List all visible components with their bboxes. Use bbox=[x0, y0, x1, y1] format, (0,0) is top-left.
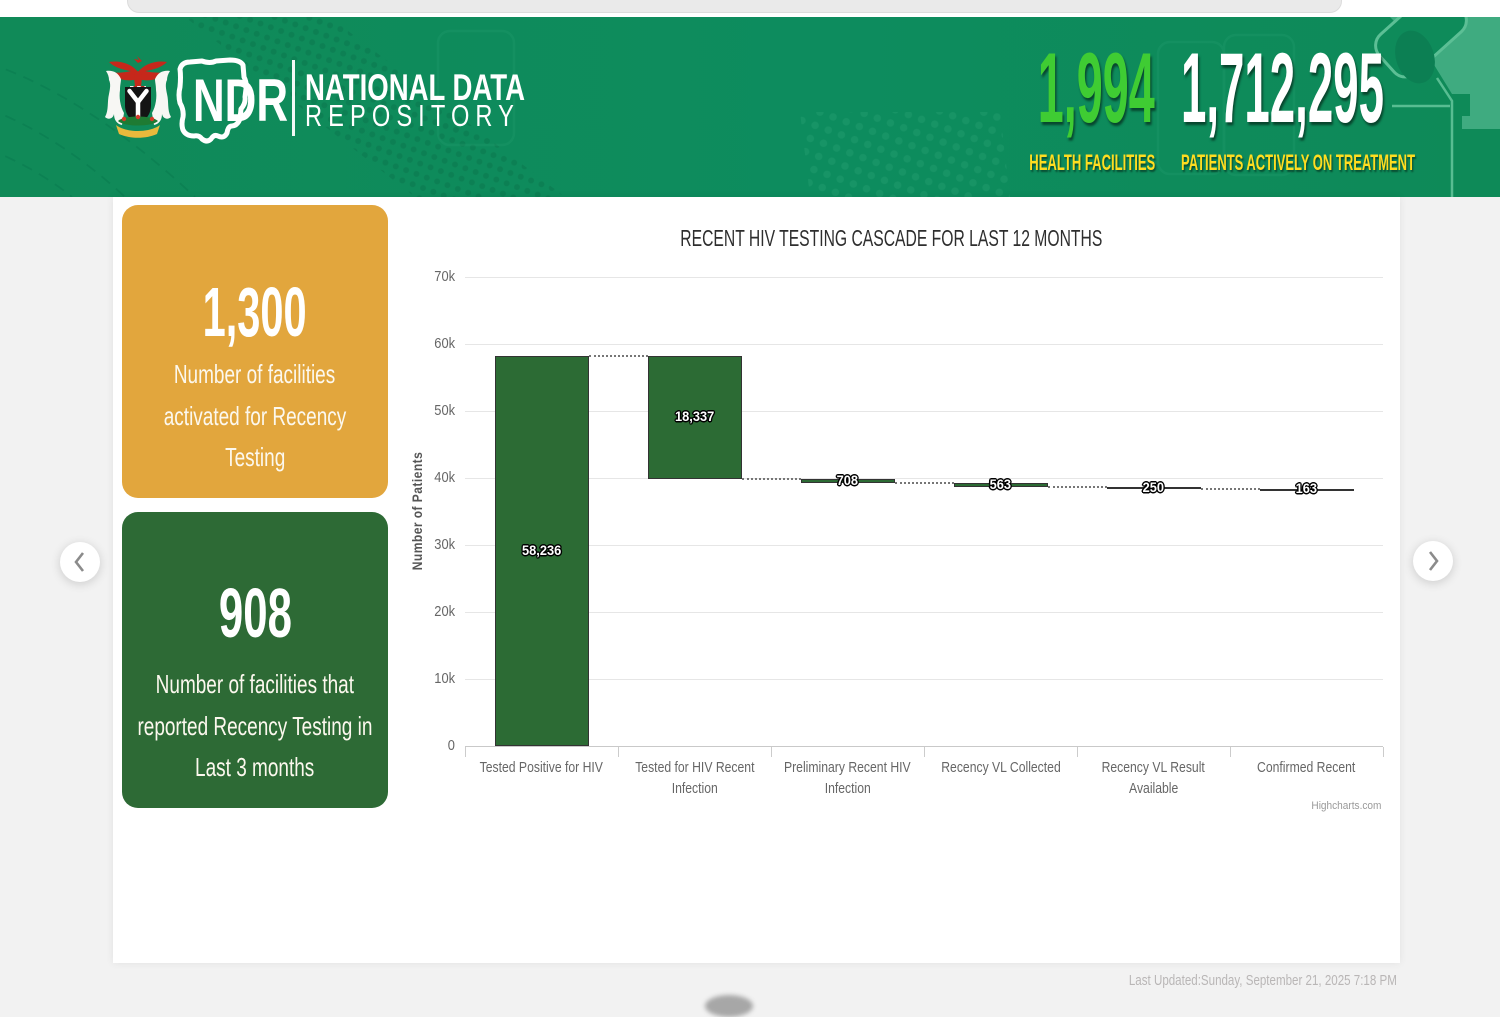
waterfall-bar bbox=[1106, 487, 1201, 490]
yaxis-tick-label: 60k bbox=[434, 336, 455, 352]
waterfall-bar bbox=[953, 483, 1048, 488]
grid-line bbox=[465, 678, 1383, 680]
grid-line bbox=[465, 544, 1383, 546]
waterfall-connector bbox=[1200, 487, 1260, 490]
yaxis-tick-label: 20k bbox=[434, 604, 455, 620]
grid-line bbox=[465, 343, 1383, 345]
summary-card-text: Number of facilities that reported Recenc… bbox=[137, 669, 373, 782]
waterfall-bar bbox=[647, 355, 742, 479]
grid-line bbox=[465, 477, 1383, 479]
yaxis-tick-label: 40k bbox=[434, 470, 455, 486]
chart-title-text: RECENT HIV TESTING CASCADE FOR LAST 12 M… bbox=[680, 225, 1103, 251]
credits-text: Highcharts.com bbox=[1311, 800, 1381, 812]
header-stat-label-text: HEALTH FACILITIES bbox=[1029, 149, 1155, 175]
highcharts-credits[interactable]: Highcharts.com bbox=[1181, 800, 1381, 812]
ndr-logo-text: NDR bbox=[193, 71, 393, 131]
waterfall-bar bbox=[1259, 488, 1354, 491]
chart-title: RECENT HIV TESTING CASCADE FOR LAST 12 M… bbox=[582, 225, 1182, 251]
summary-card-value: 1,300 bbox=[202, 273, 307, 351]
waterfall-bar bbox=[800, 478, 895, 484]
chevron-right-icon bbox=[1428, 551, 1439, 571]
header-stat-value-text: 1,994 bbox=[1038, 32, 1155, 143]
waterfall-connector bbox=[741, 477, 801, 480]
brand-line1-text: NATIONAL DATA bbox=[305, 67, 525, 108]
xaxis-category-label: Confirmed Recent bbox=[1257, 760, 1356, 776]
header-stat-value: 1,712,295 bbox=[1181, 38, 1500, 137]
waterfall-connector bbox=[1047, 486, 1107, 489]
header-stat-value-text: 1,712,295 bbox=[1181, 32, 1384, 143]
yaxis-tick-label: 10k bbox=[434, 671, 455, 687]
xaxis-category-label: Tested for HIV Recent Infection bbox=[634, 760, 755, 797]
coat-of-arms bbox=[105, 56, 171, 138]
summary-card-1[interactable]: 908 Number of facilities that reported Rec… bbox=[122, 512, 388, 808]
grid-line bbox=[465, 611, 1383, 613]
ndr-acronym-text: NDR bbox=[193, 67, 288, 134]
xaxis-tick bbox=[465, 747, 466, 757]
header-stat-label-text: PATIENTS ACTIVELY ON TREATMENT bbox=[1181, 149, 1415, 175]
last-updated-note: Last Updated:Sunday, September 21, 2025 … bbox=[997, 972, 1397, 990]
yaxis-tick-label: 0 bbox=[447, 738, 455, 754]
xaxis-category-label: Tested Positive for HIV bbox=[479, 760, 604, 776]
header-stat-value: 1,994 bbox=[907, 38, 1155, 137]
xaxis-tick bbox=[1383, 747, 1384, 757]
bar-data-label: 163 bbox=[1295, 481, 1318, 497]
xaxis-tick bbox=[1230, 747, 1231, 757]
bar-data-label: 18,337 bbox=[674, 409, 715, 425]
grid-line bbox=[465, 276, 1383, 278]
header-stat-label: HEALTH FACILITIES bbox=[943, 149, 1155, 175]
carousel-next-button[interactable] bbox=[1413, 541, 1453, 581]
header-banner: NDR NATIONAL DATA REPOSITORY 1,994 HEALTH… bbox=[0, 17, 1500, 197]
yaxis-title: Number of Patients bbox=[337, 452, 497, 570]
xaxis-tick bbox=[924, 747, 925, 757]
brand-title-line1: NATIONAL DATA bbox=[305, 69, 605, 106]
header-decoration bbox=[0, 17, 1500, 197]
xaxis-tick bbox=[1077, 747, 1078, 757]
xaxis-line bbox=[465, 746, 1383, 747]
xaxis-category-label: Recency VL Result Available bbox=[1101, 760, 1206, 797]
yaxis-tick-label: 50k bbox=[434, 403, 455, 419]
yaxis-tick-label: 30k bbox=[434, 537, 455, 553]
bar-data-label: 708 bbox=[836, 473, 859, 489]
header-stat-label: PATIENTS ACTIVELY ON TREATMENT bbox=[1181, 149, 1500, 175]
summary-card-text: Number of facilities activated for Recenc… bbox=[163, 359, 347, 472]
waterfall-connector bbox=[588, 354, 648, 357]
bar-data-label: 563 bbox=[989, 477, 1012, 493]
xaxis-tick bbox=[618, 747, 619, 757]
yaxis-tick-label: 70k bbox=[434, 269, 455, 285]
grid-line bbox=[465, 410, 1383, 412]
waterfall-bar bbox=[494, 355, 589, 746]
nigeria-map-outline bbox=[176, 57, 249, 144]
last-updated-text: Last Updated:Sunday, September 21, 2025 … bbox=[1129, 973, 1397, 989]
logo-divider bbox=[292, 60, 295, 136]
xaxis-category-label: Preliminary Recent HIV Infection bbox=[784, 760, 911, 797]
bar-data-label: 250 bbox=[1142, 480, 1165, 496]
bar-data-label: 58,236 bbox=[521, 542, 562, 558]
chevron-left-icon bbox=[74, 552, 85, 572]
carousel-prev-button[interactable] bbox=[60, 542, 100, 582]
yaxis-title-text: Number of Patients bbox=[409, 451, 425, 571]
xaxis-category-label: Recency VL Collected bbox=[940, 760, 1061, 776]
brand-line2-text: REPOSITORY bbox=[305, 98, 520, 133]
summary-card-0[interactable]: 1,300 Number of facilities activated for R… bbox=[122, 205, 388, 498]
bottom-widget-bump bbox=[705, 995, 753, 1017]
waterfall-connector bbox=[894, 482, 954, 485]
summary-card-value: 908 bbox=[218, 574, 292, 652]
brand-title-line2: REPOSITORY bbox=[305, 100, 605, 131]
top-strip bbox=[0, 0, 1500, 17]
xaxis-tick bbox=[771, 747, 772, 757]
